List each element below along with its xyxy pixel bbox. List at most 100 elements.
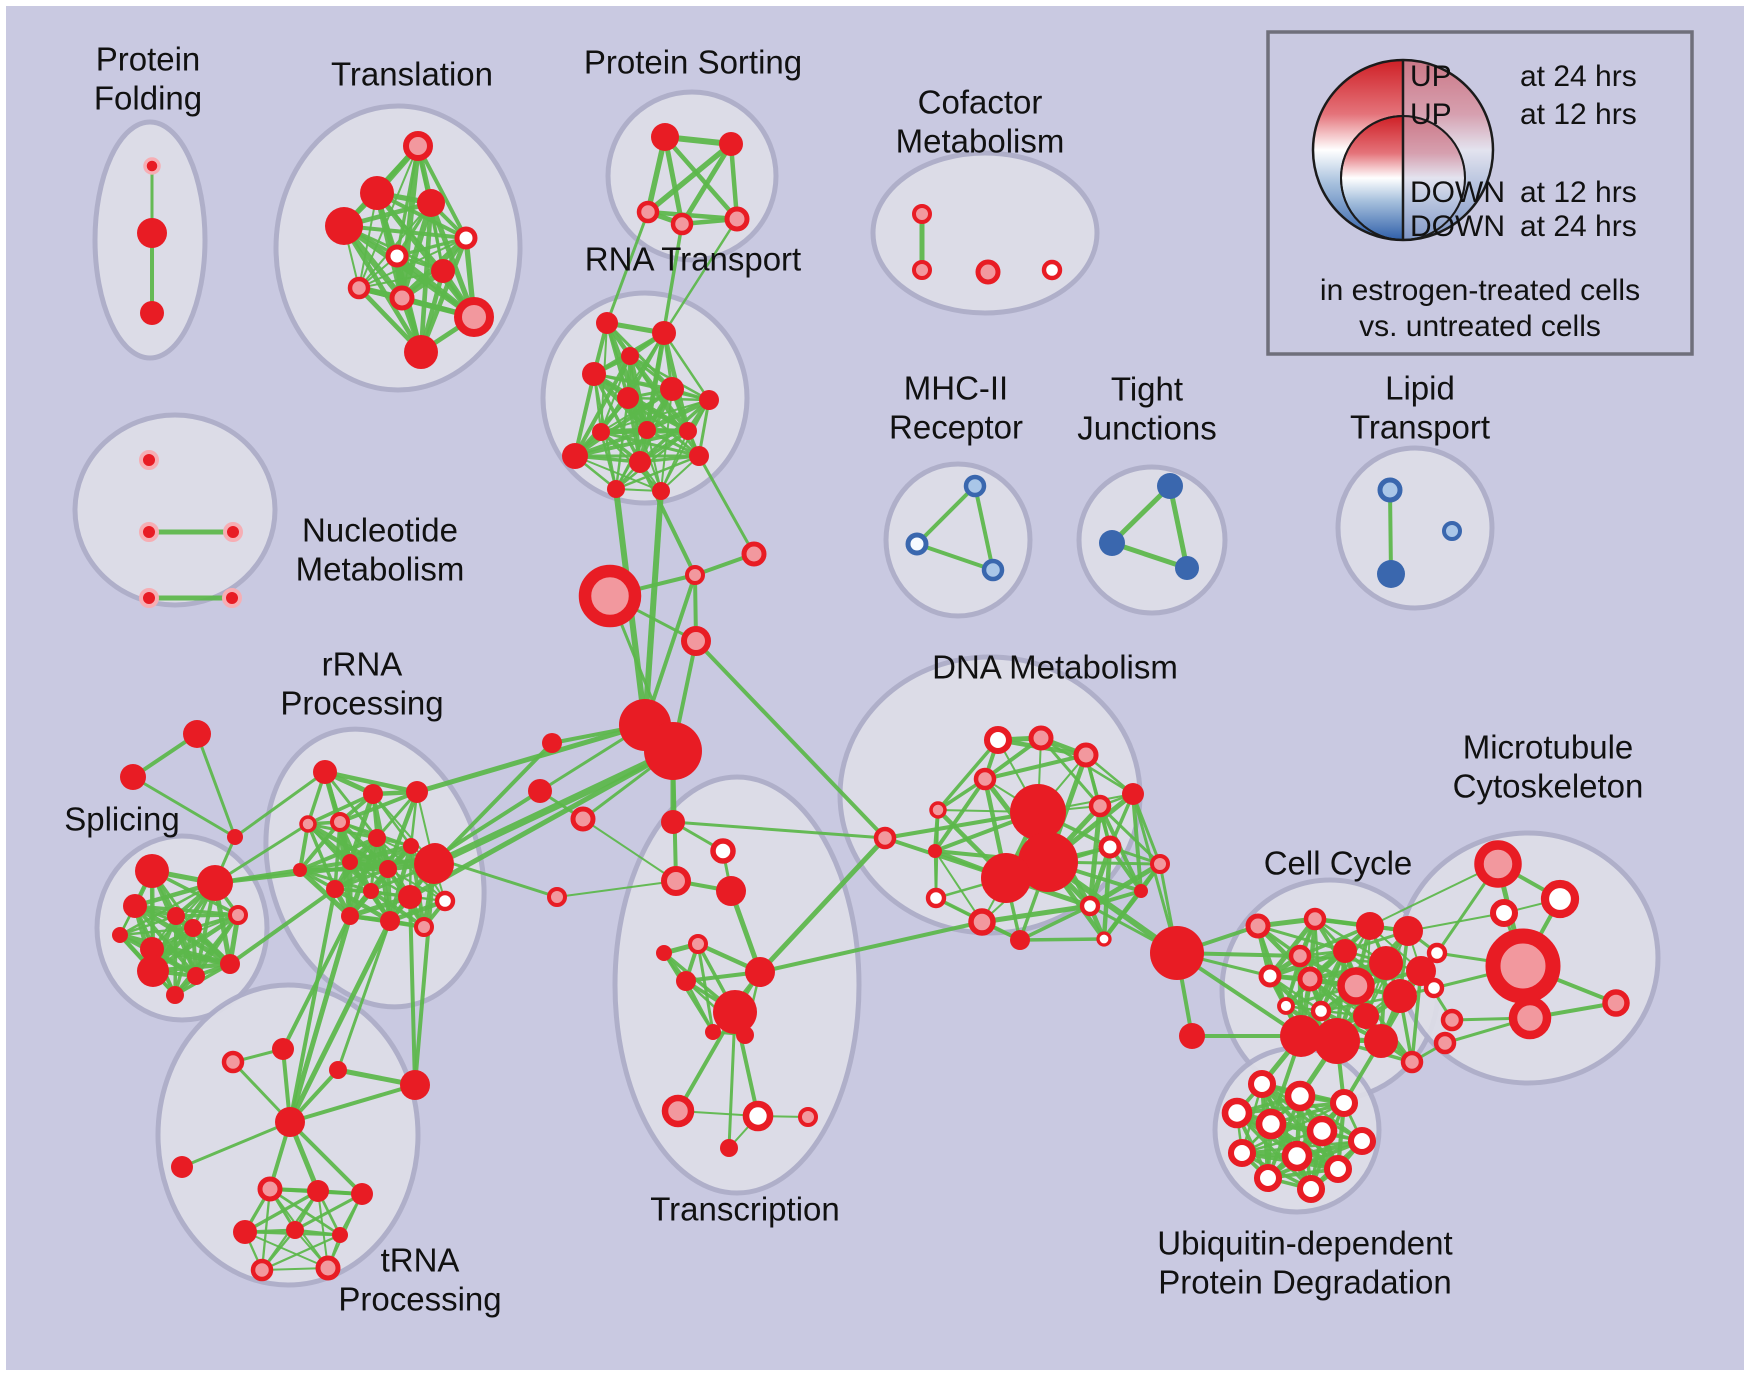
edge-r4-r12 <box>592 372 642 464</box>
cluster-label-ubiquitin-degradation: Ubiquitin-dependent <box>1157 1225 1452 1262</box>
edge-th1-q17 <box>287 918 393 1125</box>
gene-node-p10 <box>137 955 169 987</box>
edge-n6-n7 <box>260 1233 342 1272</box>
gene-node-c2 <box>741 541 767 567</box>
gene-node-th1 <box>275 1107 305 1137</box>
gene-node-y9 <box>713 990 757 1034</box>
gene-node-s3 <box>636 200 660 224</box>
gene-node-u1 <box>1247 1069 1277 1099</box>
edge-c6-q8 <box>430 747 677 868</box>
cluster-ellipse-cofactor-metabolism <box>870 150 1100 316</box>
gene-node-e10 <box>1297 966 1323 992</box>
gene-node-r13 <box>689 446 709 466</box>
gene-node-p4 <box>167 907 185 925</box>
edge-mh2-mh3 <box>915 542 995 572</box>
gene-node-nm5 <box>222 588 242 608</box>
gene-node-t9 <box>389 285 415 311</box>
gene-node-n6 <box>332 1227 348 1243</box>
gene-node-r2 <box>652 321 676 345</box>
edge-s5-r2 <box>662 217 739 335</box>
gene-node-e6 <box>1333 939 1357 963</box>
edge-y9-y15 <box>727 1010 737 1150</box>
gene-node-lk6 <box>420 843 450 873</box>
edge-r2-r7 <box>662 331 711 402</box>
cluster-label-rrna-processing: rRNA <box>322 646 403 683</box>
gene-node-y2 <box>710 838 736 864</box>
gene-node-e14 <box>1310 1000 1332 1022</box>
gene-node-c4 <box>681 626 711 656</box>
legend-time-label-2: at 12 hrs <box>1520 176 1637 209</box>
gene-node-nm1 <box>139 450 159 470</box>
legend-caption-line-1: in estrogen-treated cells <box>1320 274 1640 307</box>
gene-node-d17 <box>1096 931 1112 947</box>
legend-direction-label-0: UP <box>1410 60 1452 93</box>
gene-node-p7 <box>112 927 128 943</box>
gene-node-u9 <box>1281 1140 1313 1172</box>
gene-node-q12 <box>326 880 344 898</box>
gene-node-u8 <box>1227 1138 1257 1168</box>
gene-node-g1 <box>221 1050 245 1074</box>
gene-node-p9 <box>220 954 240 974</box>
gene-node-u11 <box>1253 1163 1283 1193</box>
gene-node-e9 <box>1258 964 1282 988</box>
gene-node-n8 <box>315 1255 341 1281</box>
gene-node-r14 <box>607 480 625 498</box>
gene-node-x1 <box>183 720 211 748</box>
edge-lk6-lk2 <box>433 856 559 899</box>
cluster-ellipse-transcription <box>612 774 862 1196</box>
edge-q11-q16 <box>297 867 353 919</box>
edge-d16-d19 <box>1018 904 1092 942</box>
gene-node-p12 <box>166 986 184 1004</box>
edge-q7-q9 <box>347 843 414 865</box>
edge-r10-r15 <box>660 430 689 492</box>
gene-node-g2 <box>272 1038 294 1060</box>
edge-th1-n3 <box>288 1120 364 1196</box>
cluster-label-protein-folding: Protein <box>96 41 201 78</box>
edge-x2-x3 <box>131 775 237 839</box>
edge-r3-r11 <box>573 354 632 458</box>
gene-node-y12 <box>661 1094 695 1128</box>
legend-direction-label-1: UP <box>1410 98 1452 131</box>
gene-node-q6 <box>368 829 386 847</box>
gene-node-d13 <box>1150 854 1170 874</box>
gene-node-d1 <box>983 725 1013 755</box>
edge-r12-c1 <box>638 460 697 577</box>
edge-g3-q17 <box>336 919 392 1072</box>
gene-node-e4 <box>1393 916 1423 946</box>
edge-r7-r8 <box>600 399 710 433</box>
edge-b1-q14 <box>408 895 417 1087</box>
gene-node-r3 <box>621 347 639 365</box>
edge-u7-u11 <box>1266 1139 1364 1180</box>
gene-node-u4 <box>1221 1097 1253 1129</box>
gene-node-tj2 <box>1099 530 1125 556</box>
cluster-label-microtubule-cytoskeleton: Cytoskeleton <box>1453 768 1644 805</box>
gene-node-mh3 <box>981 558 1005 582</box>
edge-s3-r1 <box>605 210 650 325</box>
gene-node-b1 <box>400 1070 430 1100</box>
gene-node-r5 <box>617 387 639 409</box>
gene-node-y13 <box>742 1100 774 1132</box>
gene-node-d16 <box>1079 895 1101 917</box>
edge-p3-p5 <box>133 904 240 917</box>
gene-node-r4 <box>582 362 606 386</box>
gene-node-q15 <box>434 890 456 912</box>
gene-node-d19 <box>1010 930 1030 950</box>
gene-node-pf1 <box>143 157 161 175</box>
edge-d3-d4 <box>983 753 1088 781</box>
gene-node-cf1 <box>912 204 932 224</box>
edge-t4-t11 <box>341 223 424 355</box>
edge-n2-n4 <box>243 1189 320 1234</box>
gene-node-mh1 <box>963 474 987 498</box>
edge-p5-p12 <box>173 913 240 997</box>
cluster-ellipse-nucleotide-metabolism <box>72 412 278 608</box>
gene-node-bc <box>1179 1023 1205 1049</box>
gene-node-p1 <box>135 854 169 888</box>
legend-time-label-0: at 24 hrs <box>1520 60 1637 93</box>
gene-node-m1 <box>1474 840 1522 888</box>
gene-node-bb <box>1150 926 1204 980</box>
gene-node-m8 <box>1423 977 1445 999</box>
gene-node-y4 <box>716 876 746 906</box>
gene-node-q10 <box>379 860 397 878</box>
gene-node-ti1 <box>171 1156 193 1178</box>
edge-y1-d0 <box>671 820 887 840</box>
